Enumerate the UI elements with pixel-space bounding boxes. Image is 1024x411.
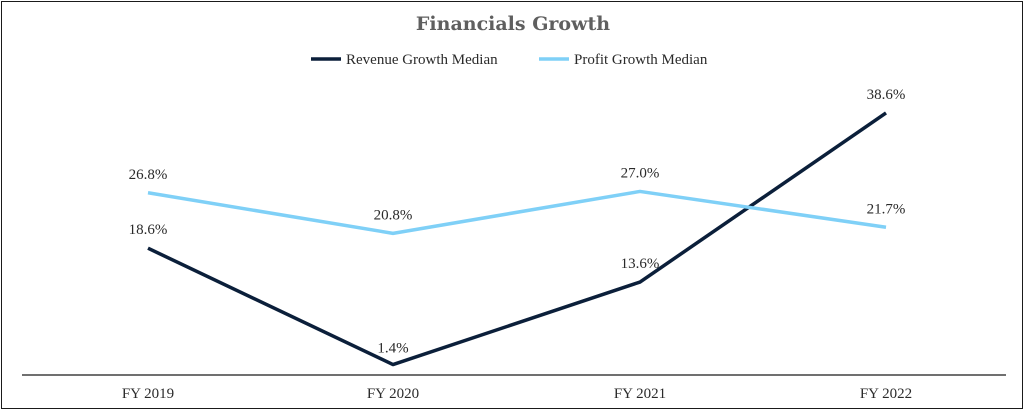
data-label-profit: 20.8% — [374, 207, 413, 223]
series-line-profit — [148, 191, 886, 233]
data-labels: 18.6% 1.4% 13.6% 38.6% 26.8% 20.8% 27.0% 21.7% — [129, 87, 906, 357]
data-label-profit: 21.7% — [867, 201, 906, 217]
data-label-revenue: 38.6% — [867, 87, 906, 103]
x-tick-label: FY 2019 — [122, 386, 174, 402]
series-line-revenue — [148, 113, 886, 365]
data-label-revenue: 13.6% — [621, 256, 660, 272]
x-axis-ticks: FY 2019 FY 2020 FY 2021 FY 2022 — [122, 386, 912, 402]
data-label-revenue: 18.6% — [129, 222, 168, 238]
data-label-revenue: 1.4% — [377, 341, 408, 357]
x-tick-label: FY 2020 — [367, 386, 419, 402]
legend-label-revenue: Revenue Growth Median — [346, 52, 498, 68]
series-lines — [148, 113, 886, 365]
x-tick-label: FY 2022 — [860, 386, 912, 402]
chart-title: Financials Growth — [416, 13, 610, 35]
data-label-profit: 26.8% — [129, 167, 168, 183]
data-label-profit: 27.0% — [621, 165, 660, 181]
x-tick-label: FY 2021 — [614, 386, 666, 402]
legend: Revenue Growth Median Profit Growth Medi… — [311, 52, 708, 68]
legend-label-profit: Profit Growth Median — [574, 52, 708, 68]
